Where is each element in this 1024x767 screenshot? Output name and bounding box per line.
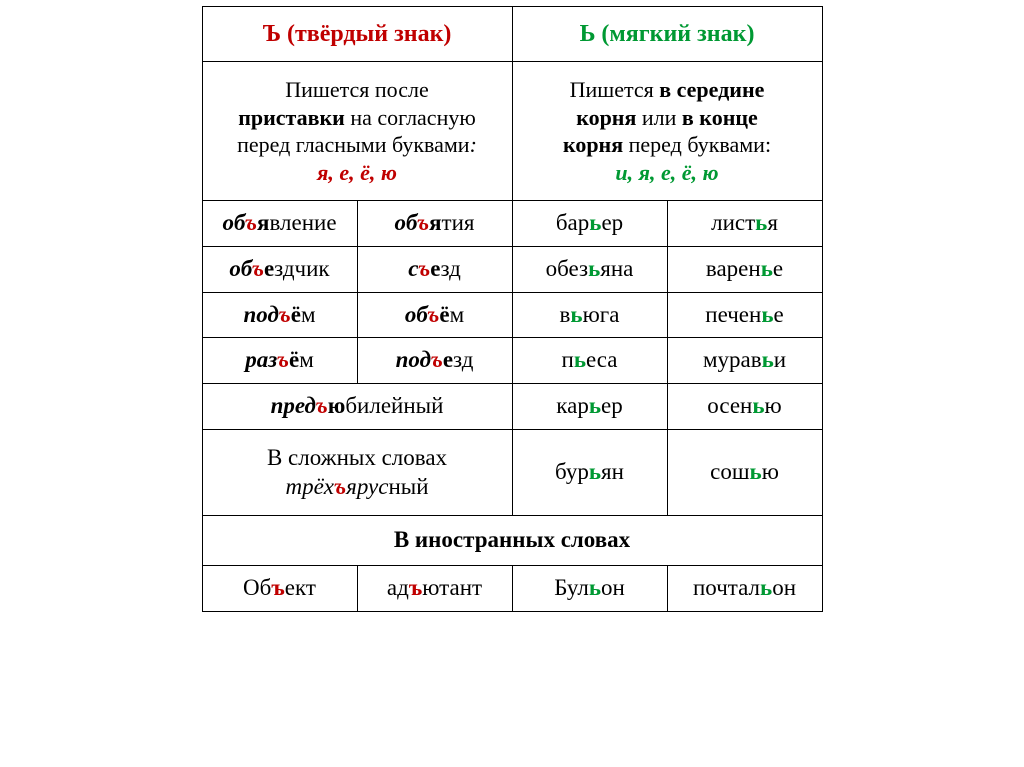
table-row: предъюбилейный карьер осенью (202, 384, 822, 430)
cell: объём (357, 292, 512, 338)
text: в конце (682, 105, 758, 130)
text: : (470, 132, 477, 157)
signs-table: Ъ (твёрдый знак) Ь (мягкий знак) Пишется… (202, 6, 823, 612)
cell: обезьяна (512, 246, 667, 292)
cell: вьюга (512, 292, 667, 338)
cell: разъём (202, 338, 357, 384)
rule-soft-sign: Пишется в середине корня или в конце кор… (512, 62, 822, 201)
header-hard-sign: Ъ (твёрдый знак) (202, 7, 512, 62)
cell: объявление (202, 201, 357, 247)
text: корня (563, 132, 623, 157)
cell: объятия (357, 201, 512, 247)
cell: почтальон (667, 566, 822, 612)
text: В сложных словах (267, 445, 447, 470)
text: Пишется после (285, 77, 428, 102)
cell: карьер (512, 384, 667, 430)
cell: объездчик (202, 246, 357, 292)
vowels-soft: и, я, е, ё, ю (615, 160, 718, 185)
table-row: Пишется после приставки на согласную пер… (202, 62, 822, 201)
cell: листья (667, 201, 822, 247)
table-row: разъём подъезд пьеса муравьи (202, 338, 822, 384)
cell: пьеса (512, 338, 667, 384)
rule-hard-sign: Пишется после приставки на согласную пер… (202, 62, 512, 201)
text: на согласную (345, 105, 476, 130)
foreign-words-heading: В иностранных словах (202, 516, 822, 566)
cell: Объект (202, 566, 357, 612)
cell: печенье (667, 292, 822, 338)
vowels-hard: я, е, ё, ю (317, 160, 397, 185)
cell: осенью (667, 384, 822, 430)
text: приставки (238, 105, 345, 130)
cell: Бульон (512, 566, 667, 612)
text: Пишется (570, 77, 660, 102)
cell: бурьян (512, 429, 667, 516)
cell: съезд (357, 246, 512, 292)
cell: предъюбилейный (202, 384, 512, 430)
compound-words-cell: В сложных словах трёхъярусный (202, 429, 512, 516)
text: перед гласными буквами (237, 132, 469, 157)
cell: барьер (512, 201, 667, 247)
table-row: Объект адъютант Бульон почтальон (202, 566, 822, 612)
cell: подъезд (357, 338, 512, 384)
table-row: объездчик съезд обезьяна варенье (202, 246, 822, 292)
word: трёхъярусный (285, 474, 428, 499)
cell: адъютант (357, 566, 512, 612)
cell: подъём (202, 292, 357, 338)
cell: сошью (667, 429, 822, 516)
table-row: объявление объятия барьер листья (202, 201, 822, 247)
text: корня (576, 105, 636, 130)
table-row: Ъ (твёрдый знак) Ь (мягкий знак) (202, 7, 822, 62)
cell: муравьи (667, 338, 822, 384)
header-soft-sign: Ь (мягкий знак) (512, 7, 822, 62)
table-container: Ъ (твёрдый знак) Ь (мягкий знак) Пишется… (202, 6, 823, 612)
cell: варенье (667, 246, 822, 292)
table-row: В иностранных словах (202, 516, 822, 566)
table-row: В сложных словах трёхъярусный бурьян сош… (202, 429, 822, 516)
text: в середине (659, 77, 764, 102)
table-row: подъём объём вьюга печенье (202, 292, 822, 338)
text: перед буквами: (623, 132, 771, 157)
text: или (636, 105, 682, 130)
